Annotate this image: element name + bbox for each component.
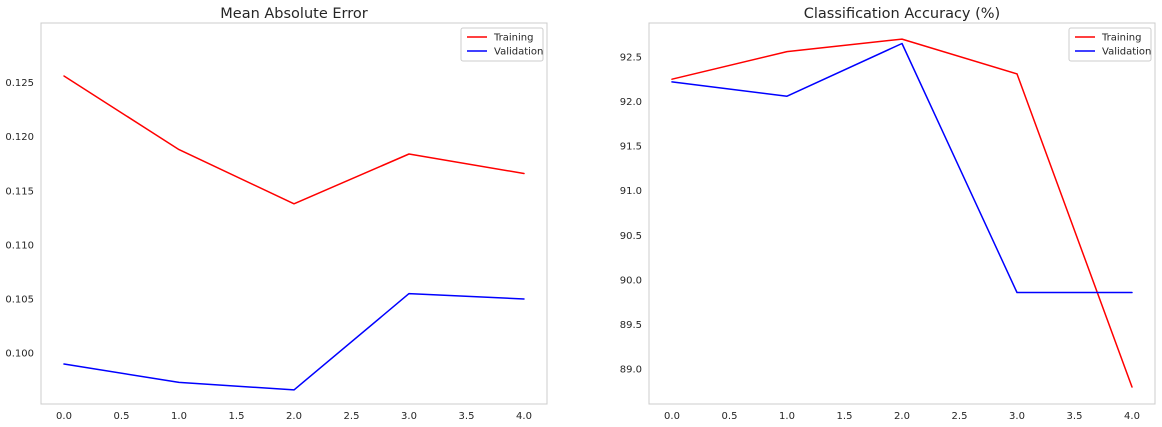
mae-x-tick-label: 3.0 bbox=[401, 411, 417, 422]
accuracy-y-tick-label: 92.5 bbox=[620, 52, 642, 63]
mae-x-tick-label: 4.0 bbox=[516, 411, 532, 422]
accuracy-x-tick-label: 3.0 bbox=[1009, 411, 1025, 422]
mae-y-tick-label: 0.115 bbox=[5, 186, 34, 197]
accuracy-training-line bbox=[671, 38, 1133, 388]
mae-x-tick-label: 0.0 bbox=[56, 411, 72, 422]
accuracy-legend-validation-label: Validation bbox=[1102, 47, 1151, 58]
accuracy-x-tick-label: 3.5 bbox=[1067, 411, 1083, 422]
mae-y-tick-label: 0.100 bbox=[5, 349, 34, 360]
mae-validation-line bbox=[63, 292, 525, 391]
accuracy-x-tick-label: 1.0 bbox=[779, 411, 795, 422]
mae-lines bbox=[63, 75, 525, 391]
mae-y-tick-label: 0.125 bbox=[5, 78, 34, 89]
accuracy-plot-area bbox=[648, 22, 1156, 405]
mae-x-tick-label: 1.5 bbox=[229, 411, 245, 422]
accuracy-x-tick-label: 0.0 bbox=[664, 411, 680, 422]
accuracy-y-tick-label: 91.5 bbox=[620, 142, 642, 153]
mae-training-line bbox=[63, 75, 525, 205]
mae-chart: Mean Absolute Error 0.0 0.5 1.0 1.5 2.0 2.5 3.… bbox=[5, 6, 548, 422]
accuracy-x-tick-label: 2.0 bbox=[894, 411, 910, 422]
accuracy-chart-title: Classification Accuracy (%) bbox=[804, 6, 1000, 22]
mae-chart-title: Mean Absolute Error bbox=[220, 6, 367, 22]
accuracy-x-tick-label: 4.0 bbox=[1124, 411, 1140, 422]
mae-y-tick-label: 0.105 bbox=[5, 295, 34, 306]
accuracy-x-tick-label: 2.5 bbox=[952, 411, 968, 422]
mae-y-tick-label: 0.110 bbox=[5, 240, 34, 251]
accuracy-x-tick-label: 0.5 bbox=[722, 411, 738, 422]
accuracy-chart: Classification Accuracy (%) 0.0 0.5 1.0 1.5… bbox=[620, 6, 1156, 422]
mae-x-tick-label: 1.0 bbox=[171, 411, 187, 422]
accuracy-y-tick-label: 90.0 bbox=[620, 276, 642, 287]
accuracy-y-tick-label: 90.5 bbox=[620, 231, 642, 242]
mae-x-tick-label: 3.5 bbox=[459, 411, 475, 422]
accuracy-x-tick-label: 1.5 bbox=[837, 411, 853, 422]
accuracy-y-tick-label: 89.5 bbox=[620, 320, 642, 331]
accuracy-ticks: 0.0 0.5 1.0 1.5 2.0 2.5 3.0 3.5 4.0 89.0 89.5 90.0 9… bbox=[620, 52, 1140, 422]
mae-x-tick-label: 2.0 bbox=[286, 411, 302, 422]
mae-legend-validation-label: Validation bbox=[494, 47, 543, 58]
accuracy-validation-line bbox=[671, 42, 1133, 294]
mae-ticks: 0.0 0.5 1.0 1.5 2.0 2.5 3.0 3.5 4.0 0.100 0.105 0.1… bbox=[5, 78, 532, 422]
mae-plot-area bbox=[40, 22, 548, 405]
accuracy-y-tick-label: 89.0 bbox=[620, 365, 642, 376]
mae-x-tick-label: 0.5 bbox=[114, 411, 130, 422]
mae-x-tick-label: 2.5 bbox=[344, 411, 360, 422]
mae-legend-training-label: Training bbox=[493, 33, 533, 44]
accuracy-y-tick-label: 91.0 bbox=[620, 186, 642, 197]
mae-y-tick-label: 0.120 bbox=[5, 132, 34, 143]
accuracy-lines bbox=[671, 38, 1133, 388]
accuracy-legend-training-label: Training bbox=[1101, 33, 1141, 44]
accuracy-y-tick-label: 92.0 bbox=[620, 97, 642, 108]
mae-legend: Training Validation bbox=[460, 27, 544, 62]
accuracy-legend: Training Validation bbox=[1068, 27, 1152, 62]
